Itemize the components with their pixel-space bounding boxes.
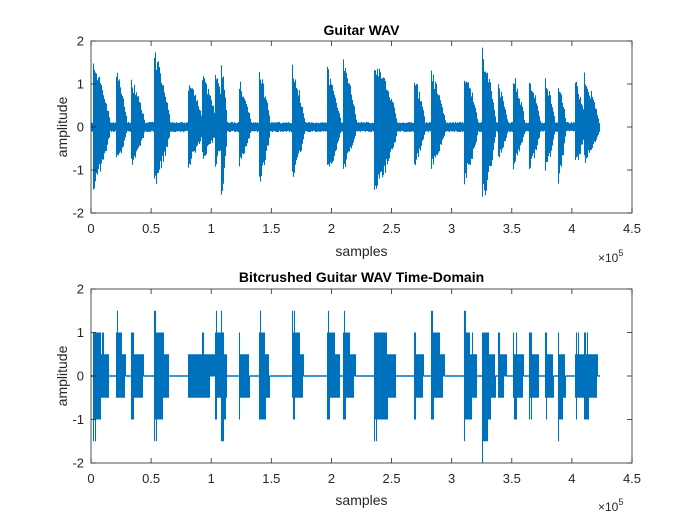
x-tick-label: 3.5 xyxy=(503,221,521,236)
x-tick-label: 1 xyxy=(208,471,215,486)
x-tick-label: 2.5 xyxy=(383,471,401,486)
x-tick-label: 4.5 xyxy=(623,471,641,486)
x-exponent-multiplier: ×105 xyxy=(598,248,623,265)
waveform-chart-original: Guitar WAV 0 0.5 1 1.5 2 2.5 3 3.5 4 4.5 -2 -1 0 1 2 s… xyxy=(54,22,641,265)
x-tick-label: 0 xyxy=(87,221,94,236)
x-tick-label: 3.5 xyxy=(503,471,521,486)
x-tick-label: 0.5 xyxy=(142,471,160,486)
y-tick-label: 1 xyxy=(77,325,84,340)
y-tick-label: 0 xyxy=(77,120,84,135)
x-tick-label: 2.5 xyxy=(383,221,401,236)
x-tick-label: 1 xyxy=(208,221,215,236)
y-tick-label: -2 xyxy=(72,206,84,221)
chart-title: Bitcrushed Guitar WAV Time-Domain xyxy=(239,269,484,285)
x-exponent-base: ×10 xyxy=(598,500,619,514)
axes-frame xyxy=(90,288,633,464)
y-tick-label: -1 xyxy=(72,163,84,178)
waveform-chart-bitcrushed: Bitcrushed Guitar WAV Time-Domain 0 0.5 1 1… xyxy=(54,269,641,514)
axis-ticks: 0 0.5 1 1.5 2 2.5 3 3.5 4 4.5 -2 -1 0 1 2 xyxy=(72,34,641,237)
x-tick-label: 0 xyxy=(87,471,94,486)
chart-title: Guitar WAV xyxy=(324,22,401,38)
y-tick-label: -1 xyxy=(72,412,84,427)
y-tick-label: 0 xyxy=(77,369,84,384)
y-tick-label: 2 xyxy=(77,282,84,297)
x-tick-label: 1.5 xyxy=(262,471,280,486)
x-axis-label: samples xyxy=(335,243,387,259)
x-axis-label: samples xyxy=(335,492,387,508)
y-tick-label: 1 xyxy=(77,77,84,92)
axis-ticks: 0 0.5 1 1.5 2 2.5 3 3.5 4 4.5 -2 -1 0 1 2 xyxy=(72,282,641,487)
x-tick-label: 3 xyxy=(448,221,455,236)
y-tick-label: 2 xyxy=(77,34,84,49)
x-tick-label: 2 xyxy=(328,471,335,486)
x-tick-label: 4.5 xyxy=(623,221,641,236)
x-tick-label: 1.5 xyxy=(262,221,280,236)
x-exponent-power: 5 xyxy=(618,248,623,258)
x-tick-label: 4 xyxy=(568,221,575,236)
axes-frame xyxy=(90,40,633,214)
x-exponent-base: ×10 xyxy=(598,251,619,265)
x-tick-label: 4 xyxy=(568,471,575,486)
y-axis-label: amplitude xyxy=(54,96,70,157)
y-tick-label: -2 xyxy=(72,456,84,471)
x-exponent-multiplier: ×105 xyxy=(598,497,623,514)
x-tick-label: 3 xyxy=(448,471,455,486)
x-tick-label: 2 xyxy=(328,221,335,236)
x-tick-label: 0.5 xyxy=(142,221,160,236)
y-axis-label: amplitude xyxy=(54,345,70,406)
x-exponent-power: 5 xyxy=(618,497,623,507)
